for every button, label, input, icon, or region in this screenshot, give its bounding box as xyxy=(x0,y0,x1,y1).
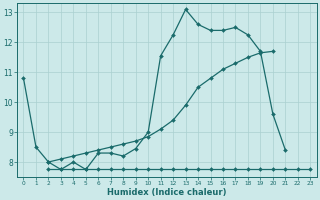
X-axis label: Humidex (Indice chaleur): Humidex (Indice chaleur) xyxy=(107,188,227,197)
